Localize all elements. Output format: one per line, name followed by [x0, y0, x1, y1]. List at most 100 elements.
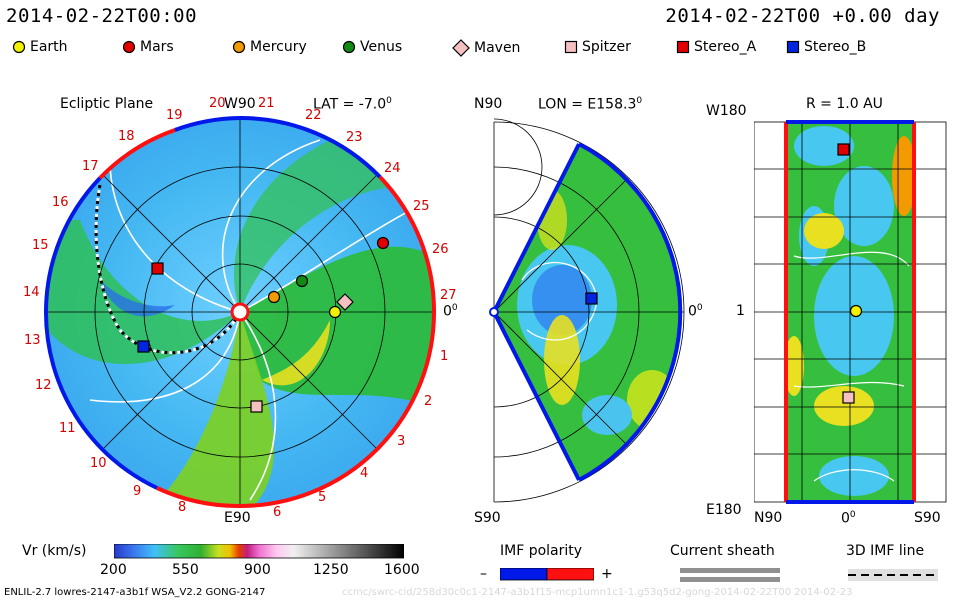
mars-position-icon [376, 236, 390, 250]
meridional-stereo-b-icon [585, 292, 598, 305]
date-label-1: 1 [440, 349, 449, 364]
imf-polarity-label: IMF polarity [500, 543, 583, 559]
meridional-lon-label: LON = E158.30 [538, 96, 643, 113]
stereo-a-marker-icon [676, 40, 690, 54]
imf-minus-label: – [480, 566, 487, 582]
current-sheath-label: Current sheath [670, 543, 775, 559]
date-label-5: 5 [318, 490, 327, 505]
date-label-10: 10 [90, 456, 107, 471]
legend-stereo-b: Stereo_B [786, 39, 866, 55]
ecliptic-lat-label: LAT = -7.00 [313, 96, 392, 113]
sun-marker-icon [230, 302, 250, 322]
legend-maven-label: Maven [474, 40, 521, 56]
stereo-a-position-icon [151, 262, 164, 275]
maven-marker-icon [452, 39, 470, 57]
date-label-4: 4 [360, 466, 369, 481]
radial-stereo-a-icon [837, 143, 850, 156]
date-label-24: 24 [384, 161, 401, 176]
imf-3d-line-swatch [848, 569, 938, 581]
legend-maven: Maven [452, 39, 520, 57]
legend-mars: Mars [122, 39, 174, 55]
date-label-14: 14 [23, 285, 40, 300]
radial-earth-icon [849, 304, 863, 318]
footer-watermark: ccmc/swrc-cid/258d30c0c1-2147-a3b1f15-mc… [342, 587, 853, 598]
date-label-8: 8 [178, 500, 187, 515]
colorbar-tick-1600: 1600 [384, 562, 420, 578]
date-label-6: 6 [273, 505, 282, 520]
meridional-top-label: N90 [474, 96, 503, 112]
earth-marker-icon [12, 40, 26, 54]
date-label-9: 9 [133, 484, 142, 499]
radial-plot [754, 120, 947, 504]
meridional-polarity-arc [578, 142, 683, 482]
legend-spitzer: Spitzer [564, 39, 631, 55]
meridional-right-label: 00 [688, 303, 703, 320]
spitzer-marker-icon [564, 40, 578, 54]
header-left-time: 2014-02-22T00:00 [6, 5, 198, 27]
colorbar-label: Vr (km/s) [22, 543, 87, 559]
date-label-25: 25 [413, 199, 430, 214]
legend-mercury-label: Mercury [250, 39, 307, 55]
stereo-b-position-icon [137, 340, 150, 353]
header-right-time: 2014-02-22T00 +0.00 day [665, 5, 940, 27]
date-label-18: 18 [118, 129, 135, 144]
date-label-23: 23 [346, 130, 363, 145]
legend-mercury: Mercury [232, 39, 307, 55]
date-label-22: 22 [305, 108, 322, 123]
radial-mid-left-label: 1 [736, 303, 745, 319]
legend-spitzer-label: Spitzer [582, 39, 631, 55]
legend-venus: Venus [342, 39, 402, 55]
date-label-27: 27 [440, 288, 457, 303]
date-label-21: 21 [258, 96, 275, 111]
current-sheath-swatch [680, 568, 780, 582]
venus-position-icon [295, 274, 309, 288]
radial-x-left-label: N90 [754, 510, 783, 526]
meridional-sun-icon [489, 307, 499, 317]
ecliptic-plane-plot [43, 115, 437, 509]
venus-marker-icon [342, 40, 356, 54]
ecliptic-bottom-label: E90 [224, 510, 251, 526]
ecliptic-polarity-ring [43, 115, 437, 509]
meridional-bottom-label: S90 [474, 510, 501, 526]
spitzer-position-icon [250, 400, 263, 413]
date-label-26: 26 [432, 242, 449, 257]
imf-polarity-bar [500, 568, 594, 581]
radial-x-right-label: S90 [914, 510, 941, 526]
stereo-b-marker-icon [786, 40, 800, 54]
legend-stereo-a: Stereo_A [676, 39, 756, 55]
colorbar-tick-900: 900 [244, 562, 271, 578]
imf-3d-line-label: 3D IMF line [846, 543, 925, 559]
date-label-2: 2 [424, 394, 433, 409]
colorbar-tick-1250: 1250 [313, 562, 349, 578]
radial-top-left-label: W180 [706, 103, 747, 119]
date-label-12: 12 [35, 378, 52, 393]
mercury-position-icon [267, 290, 281, 304]
radial-bottom-left-label: E180 [706, 502, 742, 518]
colorbar-tick-550: 550 [172, 562, 199, 578]
ecliptic-top-label: W90 [224, 96, 256, 112]
date-label-17: 17 [82, 159, 99, 174]
date-label-13: 13 [24, 333, 41, 348]
date-label-15: 15 [32, 238, 49, 253]
ecliptic-title: Ecliptic Plane [60, 96, 154, 112]
radial-title: R = 1.0 AU [806, 96, 883, 112]
footer-model-info: ENLIL-2.7 lowres-2147-a3b1f WSA_V2.2 GON… [4, 587, 266, 598]
radial-spitzer-icon [842, 391, 855, 404]
date-label-3: 3 [397, 434, 406, 449]
legend-earth-label: Earth [30, 39, 68, 55]
date-label-20: 20 [209, 96, 226, 111]
legend-stereo-b-label: Stereo_B [804, 39, 867, 55]
legend-mars-label: Mars [140, 39, 174, 55]
imf-plus-label: + [601, 566, 613, 582]
legend-stereo-a-label: Stereo_A [694, 39, 757, 55]
mercury-marker-icon [232, 40, 246, 54]
legend-earth: Earth [12, 39, 68, 55]
maven-position-icon [336, 293, 354, 311]
legend-venus-label: Venus [360, 39, 403, 55]
meridional-plot [489, 118, 685, 503]
radial-x-mid-label: 00 [841, 510, 856, 527]
date-label-16: 16 [52, 195, 69, 210]
colorbar-tick-200: 200 [100, 562, 127, 578]
meridional-speed-map [494, 144, 681, 480]
speed-colorbar [114, 544, 404, 559]
